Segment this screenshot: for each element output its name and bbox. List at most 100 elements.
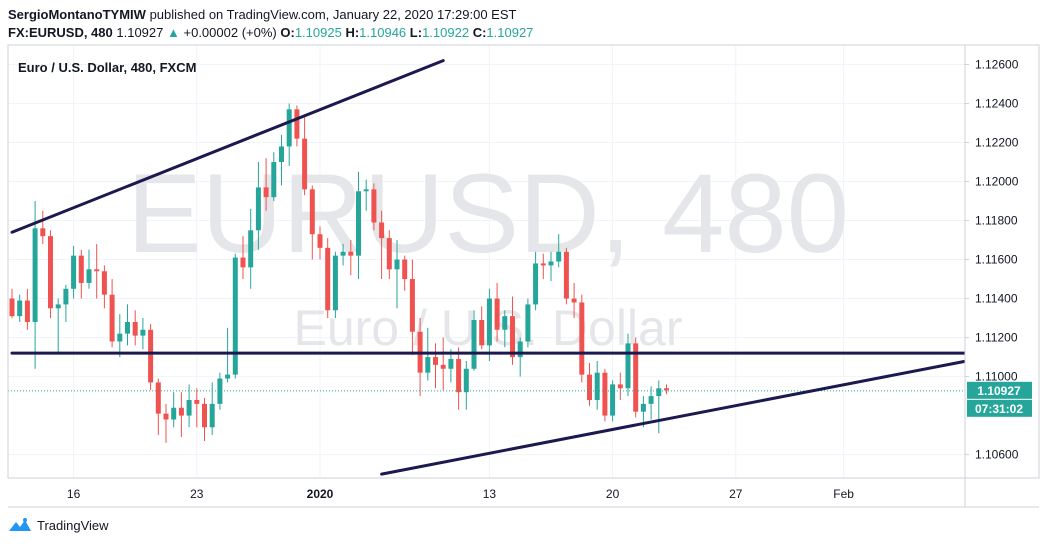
price-axis[interactable]: 1.12600 1.12400 1.12200 1.12000 1.11800 1.116… bbox=[965, 58, 1019, 462]
candle-body bbox=[55, 304, 61, 309]
candle-body bbox=[610, 384, 616, 416]
candle bbox=[433, 343, 438, 389]
candle bbox=[217, 372, 223, 410]
candle bbox=[448, 349, 454, 383]
price-tick-label: 1.11800 bbox=[975, 214, 1018, 228]
candle-body bbox=[178, 407, 184, 416]
candle bbox=[279, 134, 284, 186]
candle-body bbox=[517, 341, 523, 358]
candle bbox=[656, 380, 662, 434]
close-value: 1.10927 bbox=[486, 25, 534, 40]
candle-body bbox=[386, 238, 392, 270]
candle-body bbox=[479, 320, 485, 346]
candle bbox=[232, 253, 238, 379]
candle-body bbox=[463, 368, 469, 393]
candle-body bbox=[510, 316, 515, 358]
plot-frame bbox=[7, 44, 1040, 479]
publisher-name[interactable]: SergioMontanoTYMIW bbox=[8, 7, 146, 22]
candle bbox=[32, 201, 38, 369]
candle-body bbox=[71, 255, 77, 289]
candle bbox=[40, 210, 46, 244]
candle-body bbox=[425, 357, 431, 373]
candle-body bbox=[664, 388, 669, 391]
candle-body bbox=[633, 343, 639, 412]
candle bbox=[371, 183, 377, 231]
candle-body bbox=[32, 228, 38, 322]
candle-body bbox=[24, 300, 30, 322]
candle-body bbox=[494, 298, 500, 330]
candle bbox=[463, 360, 469, 410]
candle bbox=[140, 318, 146, 350]
price-label-tag: 1.10927 bbox=[967, 381, 1032, 399]
candle-body bbox=[125, 321, 130, 334]
candle bbox=[494, 282, 500, 342]
price-tick-label: 1.11600 bbox=[975, 253, 1018, 267]
candle bbox=[533, 251, 539, 311]
candle-body bbox=[471, 320, 477, 369]
symbol-label: FX:EURUSD, 480 bbox=[8, 25, 113, 40]
high-label: H: bbox=[345, 25, 360, 40]
candle bbox=[332, 251, 338, 319]
candle bbox=[379, 210, 385, 280]
tradingview-logo-icon bbox=[9, 518, 31, 531]
candle-body bbox=[440, 364, 446, 369]
candle bbox=[340, 243, 346, 266]
candle bbox=[325, 238, 331, 319]
candle bbox=[348, 240, 354, 276]
countdown-tag: 07:31:02 bbox=[967, 399, 1032, 417]
candle bbox=[617, 372, 623, 400]
candle-body bbox=[286, 109, 292, 147]
candle bbox=[386, 230, 392, 280]
publish-info: SergioMontanoTYMIW published on TradingV… bbox=[8, 7, 516, 22]
trendlines-layer[interactable] bbox=[10, 59, 967, 476]
candle-body bbox=[78, 255, 84, 283]
candle-body bbox=[540, 263, 546, 266]
candle bbox=[48, 230, 53, 319]
time-axis[interactable]: 16 23 2020 13 20 27 Feb bbox=[67, 487, 854, 501]
open-label: O: bbox=[280, 25, 295, 40]
candle-body bbox=[140, 329, 146, 336]
candle bbox=[517, 337, 523, 377]
candle-body bbox=[617, 384, 623, 389]
candle-body bbox=[533, 263, 539, 305]
candle-body bbox=[309, 189, 315, 235]
candle-body bbox=[433, 357, 438, 365]
candle bbox=[594, 360, 600, 410]
candle bbox=[579, 294, 585, 383]
close-label: C: bbox=[472, 25, 487, 40]
price-tick-label: 1.12200 bbox=[975, 136, 1019, 150]
candle-body bbox=[255, 187, 261, 231]
candle bbox=[125, 304, 130, 346]
candle bbox=[610, 380, 616, 422]
time-tick-label: 2020 bbox=[307, 487, 334, 501]
candle bbox=[240, 236, 246, 280]
candle-body bbox=[625, 343, 631, 389]
candle bbox=[456, 347, 462, 410]
candle-body bbox=[163, 413, 169, 420]
candle bbox=[263, 158, 269, 211]
time-tick-label: 27 bbox=[729, 487, 743, 501]
candle-body bbox=[525, 304, 531, 342]
candle bbox=[587, 362, 592, 406]
candle-body bbox=[594, 372, 600, 400]
candle-body bbox=[94, 269, 100, 272]
price-tick-label: 1.11000 bbox=[975, 370, 1018, 384]
candle-body bbox=[271, 162, 277, 198]
candle-body bbox=[363, 189, 369, 192]
candle bbox=[117, 314, 123, 358]
candle bbox=[471, 310, 477, 371]
candle bbox=[55, 298, 61, 354]
candle bbox=[9, 288, 15, 319]
candle-body bbox=[9, 298, 15, 317]
candle-body bbox=[486, 298, 492, 346]
candle bbox=[556, 234, 562, 268]
candle-body bbox=[402, 259, 408, 280]
price-tick-label: 1.11400 bbox=[975, 292, 1018, 306]
candle-body bbox=[602, 372, 608, 416]
time-tick-label: 13 bbox=[483, 487, 497, 501]
footer-brand[interactable]: TradingView bbox=[8, 517, 109, 533]
trendline-rising-support bbox=[380, 359, 965, 476]
candle bbox=[194, 388, 200, 428]
candle-body bbox=[186, 399, 192, 416]
